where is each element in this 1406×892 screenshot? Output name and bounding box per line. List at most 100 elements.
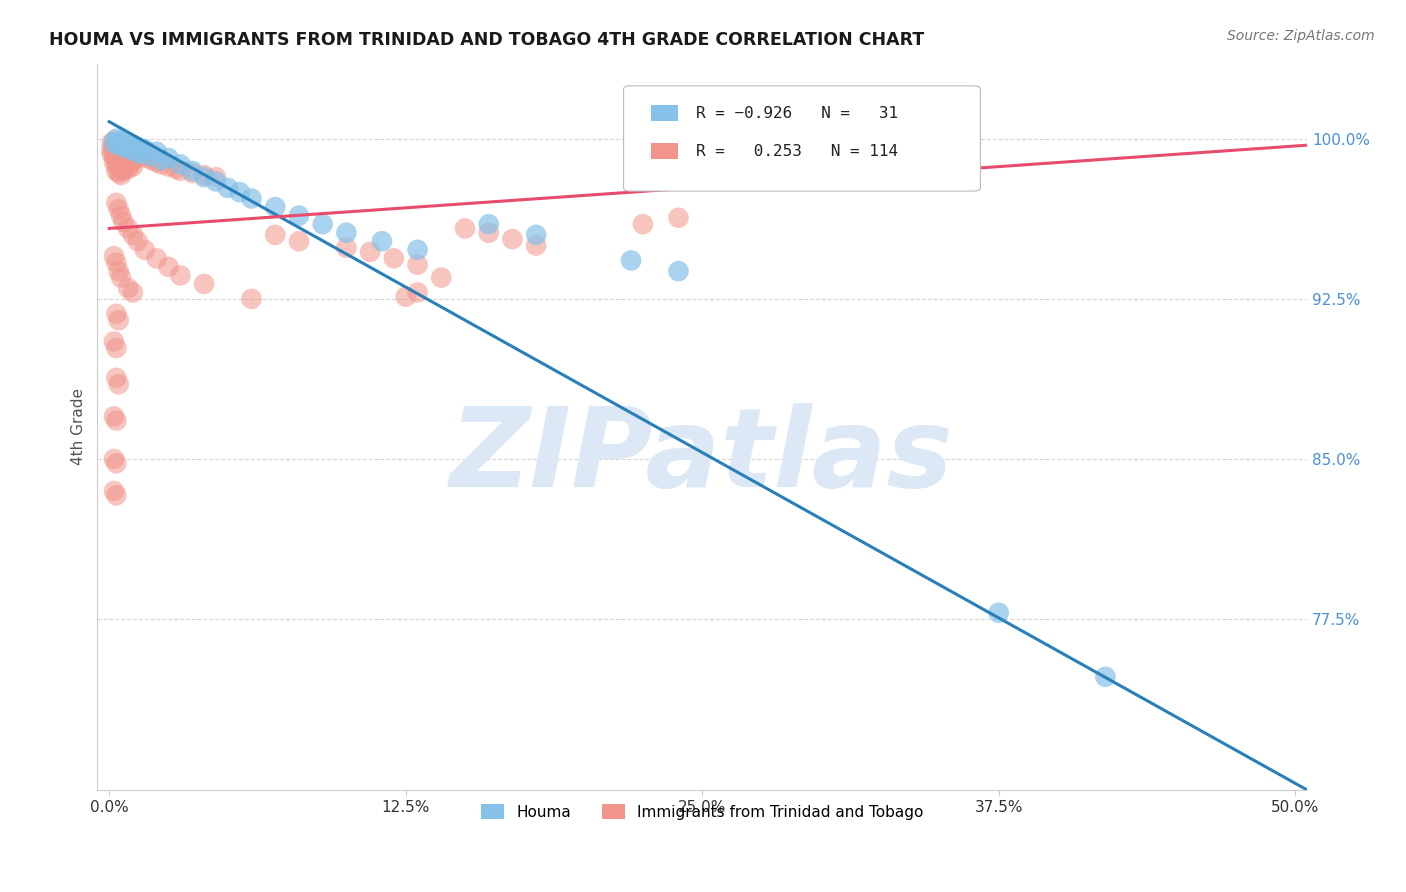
Point [382,252,405,266]
Point [335,226,357,240]
Point [169,157,191,171]
Point [193,168,215,182]
Point [169,268,191,283]
Point [430,270,453,285]
Point [107,264,129,278]
Point [335,241,357,255]
Point [406,258,429,272]
Point [103,136,125,150]
Point [114,160,136,174]
Point [524,227,547,242]
Point [105,414,128,428]
Point [122,153,145,168]
Point [117,149,139,163]
Point [110,155,132,169]
Point [105,371,128,385]
Point [127,234,149,248]
Point [264,227,287,242]
Point [181,166,204,180]
Point [110,209,132,223]
Point [107,160,129,174]
Point [117,155,139,169]
Point [205,174,228,188]
Point [157,260,180,274]
Point [103,140,125,154]
Point [193,277,215,291]
Point [110,161,132,176]
Text: ZIPatlas: ZIPatlas [450,402,955,509]
Point [103,483,125,498]
Point [124,145,146,159]
Point [631,217,654,231]
Point [129,145,152,159]
Point [105,341,128,355]
Point [117,143,139,157]
Point [110,143,132,157]
Point [107,166,129,180]
Point [114,146,136,161]
Point [105,488,128,502]
Point [501,232,523,246]
Point [1094,670,1116,684]
Point [138,149,160,163]
Point [127,143,149,157]
Point [105,151,128,165]
Point [145,145,167,159]
Point [122,138,145,153]
Text: HOUMA VS IMMIGRANTS FROM TRINIDAD AND TOBAGO 4TH GRADE CORRELATION CHART: HOUMA VS IMMIGRANTS FROM TRINIDAD AND TO… [49,31,925,49]
Point [103,155,125,169]
Point [112,151,135,165]
Point [120,143,142,157]
Point [131,146,153,161]
Point [217,181,239,195]
Point [478,226,501,240]
Point [117,161,139,176]
Point [105,145,128,159]
Point [117,281,139,295]
Point [122,146,145,161]
Point [240,292,263,306]
Point [124,149,146,163]
Point [110,134,132,148]
Point [110,149,132,163]
Point [122,138,145,153]
Point [134,143,156,157]
Point [145,252,167,266]
Point [120,145,142,159]
Point [395,290,418,304]
Point [193,170,215,185]
Point [103,249,125,263]
Point [668,264,690,278]
Point [288,209,311,223]
Point [169,163,191,178]
Point [107,140,129,154]
Point [165,161,187,176]
Point [620,253,643,268]
Point [112,140,135,154]
Point [114,140,136,154]
Point [157,151,180,165]
Point [107,202,129,217]
Point [112,145,135,159]
FancyBboxPatch shape [651,144,678,159]
Point [114,136,136,150]
Point [107,153,129,168]
Point [103,134,125,148]
Point [105,157,128,171]
FancyBboxPatch shape [651,105,678,121]
Point [114,153,136,168]
Point [105,255,128,269]
Point [127,140,149,154]
Text: R =   0.253   N = 114: R = 0.253 N = 114 [696,144,898,159]
Point [100,136,122,150]
Point [150,153,173,168]
Point [205,170,228,185]
Point [117,221,139,235]
Point [134,149,156,163]
Point [107,313,129,327]
Point [120,157,142,171]
Point [110,168,132,182]
Legend: Houma, Immigrants from Trinidad and Tobago: Houma, Immigrants from Trinidad and Toba… [475,797,929,826]
Point [117,138,139,153]
Point [157,160,180,174]
